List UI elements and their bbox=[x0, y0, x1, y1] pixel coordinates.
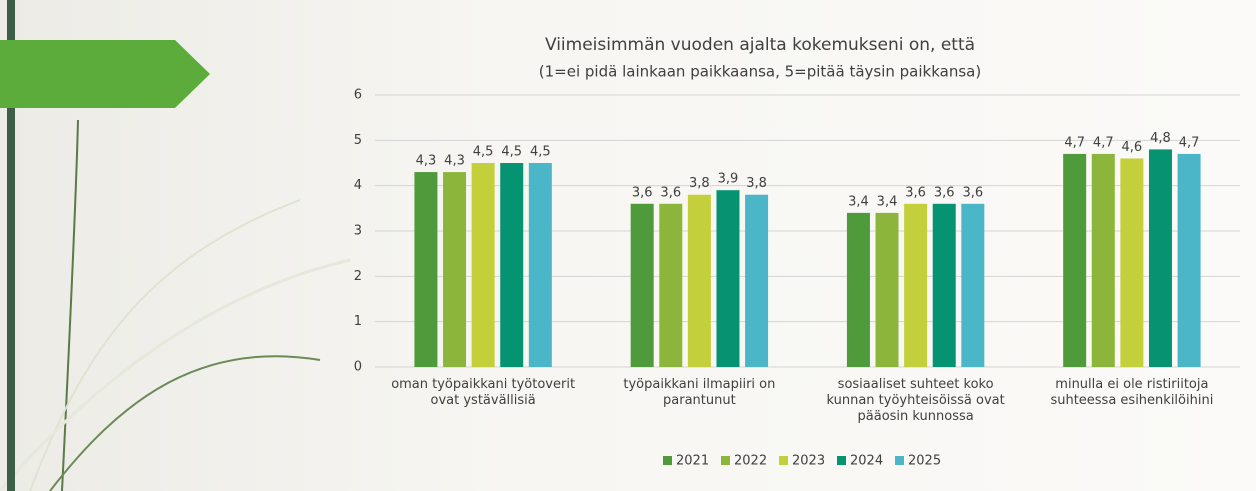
bar bbox=[443, 172, 467, 367]
x-tick-label: oman työpaikkani työtoverit ovat ystäväl… bbox=[391, 377, 576, 408]
value-label: 4,3 bbox=[444, 154, 465, 169]
value-label: 3,6 bbox=[632, 185, 653, 200]
value-label: 4,3 bbox=[416, 154, 437, 169]
value-label: 3,9 bbox=[718, 172, 739, 187]
legend-label: 2024 bbox=[850, 454, 883, 469]
bar bbox=[630, 203, 654, 367]
value-label: 3,6 bbox=[905, 185, 926, 200]
value-label: 4,8 bbox=[1150, 131, 1171, 146]
y-tick-label: 5 bbox=[354, 133, 362, 148]
chart-subtitle: (1=ei pidä lainkaan paikkaansa, 5=pitää … bbox=[539, 63, 981, 81]
bar bbox=[1063, 153, 1087, 367]
bar bbox=[875, 212, 899, 367]
legend-label: 2025 bbox=[908, 454, 941, 469]
bar bbox=[659, 203, 683, 367]
bar bbox=[1120, 158, 1144, 367]
legend-label: 2021 bbox=[676, 454, 709, 469]
decor-grass bbox=[29, 199, 301, 491]
legend-swatch bbox=[895, 456, 904, 465]
legend-swatch bbox=[837, 456, 846, 465]
y-tick-label: 2 bbox=[354, 269, 362, 284]
value-label: 4,7 bbox=[1179, 135, 1200, 150]
bar bbox=[1091, 153, 1115, 367]
value-label: 4,5 bbox=[530, 145, 551, 160]
x-tick-label: minulla ei ole ristiriitoja suhteessa es… bbox=[1050, 377, 1214, 408]
value-label: 3,6 bbox=[934, 185, 955, 200]
bar bbox=[716, 190, 740, 367]
bar bbox=[1177, 153, 1201, 367]
legend-swatch bbox=[779, 456, 788, 465]
bar bbox=[1148, 149, 1172, 367]
chart-title: Viimeisimmän vuoden ajalta kokemukseni o… bbox=[545, 35, 975, 55]
x-tick-label: sosiaaliset suhteet koko kunnan työyhtei… bbox=[826, 377, 1005, 424]
value-label: 3,6 bbox=[660, 185, 681, 200]
bar bbox=[414, 172, 438, 367]
x-tick-label: työpaikkani ilmapiiri on parantunut bbox=[623, 377, 776, 408]
value-label: 3,6 bbox=[962, 185, 983, 200]
decor-grass bbox=[61, 119, 79, 491]
legend-label: 2023 bbox=[792, 454, 825, 469]
bar bbox=[687, 194, 711, 367]
y-tick-label: 0 bbox=[354, 360, 362, 375]
legend-swatch bbox=[721, 456, 730, 465]
bar bbox=[846, 212, 870, 367]
decor-bar bbox=[7, 0, 15, 491]
decor-arrow bbox=[0, 40, 210, 108]
value-label: 4,6 bbox=[1122, 140, 1143, 155]
bar bbox=[500, 163, 524, 367]
bar bbox=[528, 163, 552, 367]
bar bbox=[904, 203, 928, 367]
bar bbox=[961, 203, 985, 367]
legend-swatch bbox=[663, 456, 672, 465]
value-label: 4,5 bbox=[501, 145, 522, 160]
value-label: 3,8 bbox=[689, 176, 710, 191]
y-tick-label: 3 bbox=[354, 224, 362, 239]
value-label: 3,8 bbox=[746, 176, 767, 191]
bar bbox=[745, 194, 769, 367]
y-tick-label: 4 bbox=[354, 178, 362, 193]
decor-grass bbox=[0, 258, 351, 491]
value-label: 4,5 bbox=[473, 145, 494, 160]
bar bbox=[471, 163, 495, 367]
decor-grass bbox=[49, 355, 321, 491]
y-tick-label: 6 bbox=[354, 88, 362, 103]
y-tick-label: 1 bbox=[354, 314, 362, 329]
value-label: 3,4 bbox=[848, 194, 869, 209]
legend-label: 2022 bbox=[734, 454, 767, 469]
value-label: 3,4 bbox=[877, 194, 898, 209]
value-label: 4,7 bbox=[1064, 135, 1085, 150]
value-label: 4,7 bbox=[1093, 135, 1114, 150]
bar bbox=[932, 203, 956, 367]
